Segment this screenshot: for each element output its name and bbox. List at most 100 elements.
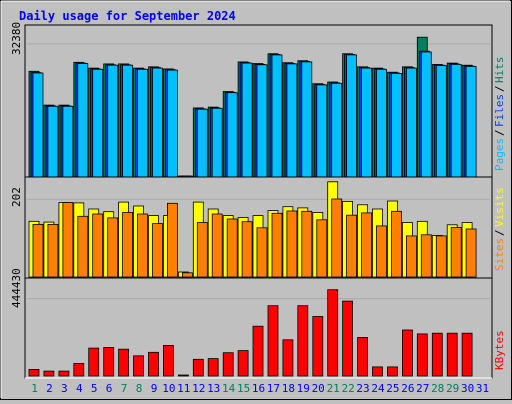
bar-kbytes-day-27	[416, 333, 428, 377]
legend-visits: Visits	[493, 187, 506, 227]
bar-kbytes-day-24	[372, 366, 383, 377]
bar-sites-day-8	[137, 213, 148, 278]
bar-sites-day-22	[346, 214, 358, 278]
bar-pages-day-30	[465, 66, 477, 178]
bar-pages-day-21	[331, 82, 343, 178]
bar-pages-day-2	[47, 105, 59, 178]
bar-kbytes-day-13	[207, 358, 219, 377]
bar-sites-day-3	[62, 202, 74, 278]
bar-sites-day-17	[271, 212, 283, 278]
bar-pages-day-18	[286, 63, 298, 178]
bar-sites-day-20	[316, 219, 328, 278]
bar-pages-day-17	[271, 54, 283, 178]
bar-kbytes-day-11	[177, 374, 189, 377]
bar-pages-day-25	[391, 73, 402, 178]
bar-kbytes-day-28	[431, 332, 443, 377]
bar-kbytes-day-25	[387, 366, 398, 377]
panel-kbytes: 444430 KBytes	[10, 268, 506, 379]
bar-sites-day-30	[465, 228, 477, 278]
bar-sites-day-11	[181, 272, 193, 278]
x-label-day-1: 1	[31, 382, 38, 395]
legend-separator: /	[493, 85, 506, 92]
x-label-day-26: 26	[401, 382, 414, 395]
chart-title: Daily usage for September 2024	[19, 9, 236, 23]
legend-separator: /	[493, 129, 506, 136]
x-axis-labels: 1 2 3 4 5 6 7 8 9 10 11 12 13 14 15 16 17 18 19 20 21 22 23 24 2…	[31, 382, 489, 395]
legend-hits: Hits	[493, 57, 506, 84]
bar-pages-day-9	[152, 67, 163, 178]
bar-sites-day-21	[331, 198, 343, 278]
bar-sites-day-19	[301, 210, 313, 278]
bar-sites-day-27	[420, 234, 432, 278]
bar-pages-day-24	[376, 68, 387, 178]
bar-sites-day-7	[122, 212, 133, 278]
bar-pages-day-26	[405, 67, 417, 178]
x-label-day-17: 17	[267, 382, 280, 395]
bar-kbytes-day-23	[357, 336, 369, 377]
legend-hits-files-pages: Pages/Files/Hits	[493, 57, 506, 172]
legend-files: Files	[493, 94, 506, 127]
legend-separator: /	[493, 229, 506, 236]
scale-label: 32380	[10, 22, 23, 55]
x-label-day-19: 19	[297, 382, 310, 395]
bar-sites-day-24	[376, 225, 387, 278]
x-label-day-5: 5	[91, 382, 98, 395]
x-label-day-3: 3	[61, 382, 68, 395]
bar-sites-day-23	[361, 212, 373, 278]
legend-pages: Pages	[493, 138, 506, 171]
bar-kbytes-day-7	[118, 348, 129, 377]
x-label-day-31: 31	[476, 382, 489, 395]
bar-pages-day-13	[211, 107, 223, 178]
bar-kbytes-day-21	[327, 289, 339, 377]
bar-sites-day-28	[435, 235, 447, 278]
bar-pages-day-1	[32, 72, 44, 178]
bar-kbytes-day-9	[148, 351, 159, 377]
bar-sites-day-5	[92, 213, 104, 278]
x-label-day-2: 2	[46, 382, 53, 395]
bar-sites-day-26	[405, 235, 417, 278]
bar-sites-day-10	[166, 202, 178, 278]
bar-kbytes-day-30	[461, 332, 473, 377]
x-label-day-28: 28	[431, 382, 444, 395]
x-label-day-15: 15	[237, 382, 250, 395]
x-label-day-9: 9	[151, 382, 158, 395]
bar-kbytes-day-22	[342, 300, 354, 377]
bar-sites-day-14	[226, 218, 238, 278]
bar-pages-day-29	[450, 64, 462, 178]
bar-pages-day-5	[92, 68, 104, 178]
x-label-day-13: 13	[207, 382, 220, 395]
bar-pages-day-19	[301, 61, 313, 178]
bar-kbytes-day-18	[282, 339, 294, 377]
legend-sites: Sites	[493, 238, 506, 271]
bar-sites-day-6	[107, 217, 119, 278]
bar-kbytes-day-20	[312, 316, 324, 377]
bar-kbytes-day-29	[446, 332, 458, 377]
bar-sites-day-12	[196, 222, 208, 278]
bar-pages-day-3	[62, 105, 74, 178]
x-label-day-22: 22	[341, 382, 354, 395]
x-label-day-7: 7	[121, 382, 128, 395]
bar-pages-day-12	[196, 108, 208, 178]
bar-kbytes-day-4	[73, 363, 85, 377]
bar-kbytes-day-5	[88, 347, 100, 377]
x-label-day-24: 24	[371, 382, 385, 395]
bar-kbytes-day-15	[237, 350, 249, 377]
bar-kbytes-day-17	[267, 305, 279, 377]
bar-kbytes-day-1	[28, 368, 40, 377]
x-label-day-14: 14	[222, 382, 236, 395]
x-label-day-4: 4	[76, 382, 83, 395]
x-label-day-10: 10	[162, 382, 175, 395]
bar-pages-day-6	[107, 64, 119, 178]
bar-sites-day-1	[32, 223, 44, 278]
bar-pages-day-27	[420, 51, 432, 178]
bar-pages-day-16	[256, 64, 268, 178]
panel-visits-sites: 202 Sites / Visits	[10, 176, 506, 280]
bar-kbytes-day-14	[222, 352, 234, 377]
scale-label: 444430	[10, 268, 23, 308]
x-label-day-6: 6	[106, 382, 113, 395]
legend-kbytes: KBytes	[493, 330, 506, 370]
x-label-day-11: 11	[177, 382, 190, 395]
bar-kbytes-day-26	[401, 329, 413, 377]
bar-sites-day-16	[256, 227, 268, 278]
